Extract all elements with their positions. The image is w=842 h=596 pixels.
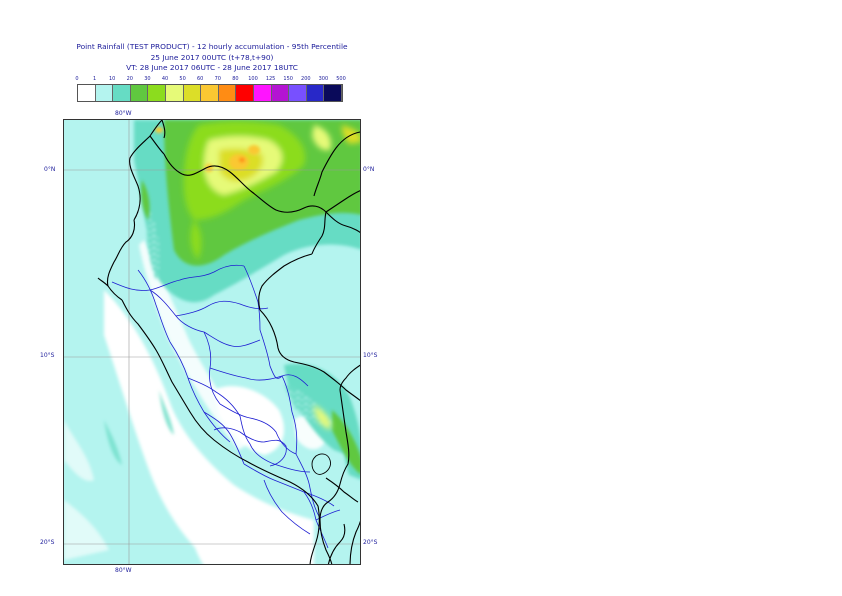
legend-tick-label: 0 (75, 76, 79, 82)
lake-titicaca (311, 453, 331, 475)
legend-tick-label: 10 (109, 76, 116, 82)
legend-tick-label: 300 (318, 76, 329, 82)
border-brazil (259, 309, 360, 402)
department-borders (111, 264, 341, 549)
lat-label-right-0: 0°N (363, 166, 375, 173)
lon-label-top: 80°W (115, 110, 132, 117)
border-north (163, 153, 360, 234)
dry-areas (64, 240, 326, 564)
coastline-and-borders (97, 120, 360, 564)
legend-swatch (306, 85, 325, 101)
legend-swatch (165, 85, 184, 101)
legend-tick-label: 40 (161, 76, 169, 82)
legend-tick-label: 60 (197, 76, 204, 82)
legend-tick-label: 125 (265, 76, 276, 82)
lat-label-left-10s: 10°S (40, 352, 55, 359)
lat-label-left-0: 0°N (44, 166, 56, 173)
legend-tick-label: 20 (126, 76, 133, 82)
legend-swatch (236, 85, 254, 101)
map-panel (63, 119, 361, 565)
lat-label-right-20s: 20°S (363, 539, 378, 546)
legend-tick-label: 30 (144, 76, 151, 82)
legend-tick-label: 100 (248, 76, 258, 82)
title-line-2: 25 June 2017 00UTC (t+78,t+90) (150, 52, 274, 62)
legend-tick-label: 50 (179, 76, 186, 82)
title-line-1: Point Rainfall (TEST PRODUCT) - 12 hourl… (76, 42, 348, 51)
title-block: Point Rainfall (TEST PRODUCT) - 12 hourl… (0, 42, 424, 74)
coastline (129, 120, 163, 221)
legend-swatch (113, 85, 131, 101)
legend-swatch (289, 85, 307, 101)
rainfall-map (64, 120, 360, 564)
lat-label-left-20s: 20°S (40, 539, 55, 546)
title-line-3: VT: 28 June 2017 06UTC - 28 June 2017 18… (126, 63, 298, 72)
border-colombia-brazil (258, 253, 313, 311)
legend-swatch (271, 85, 290, 101)
legend-tick-label: 200 (301, 76, 311, 82)
legend-swatch (324, 85, 342, 101)
graticule (64, 120, 360, 564)
legend-swatch (78, 85, 96, 101)
lat-label-right-10s: 10°S (363, 352, 378, 359)
legend-swatch (130, 85, 149, 101)
border-bolivia (319, 389, 350, 564)
legend-tick-labels: 0 1 10 20 30 40 50 60 70 80 100 125 150 200 300 500 (70, 76, 360, 84)
lon-label-bottom: 80°W (115, 567, 132, 574)
legend-tick-label: 500 (336, 76, 346, 82)
legend-tick-label: 80 (232, 76, 239, 82)
legend-swatch (148, 85, 166, 101)
rain-field-60-70mm (155, 127, 260, 172)
legend-swatch (201, 85, 219, 101)
legend-color-bar (77, 84, 343, 102)
legend-tick-label: 70 (214, 76, 221, 82)
legend-swatch (95, 85, 114, 101)
legend-swatch (253, 85, 272, 101)
legend-tick-label: 150 (283, 76, 293, 82)
legend-swatch (183, 85, 202, 101)
legend-swatch (218, 85, 237, 101)
legend-tick-label: 1 (93, 76, 97, 82)
